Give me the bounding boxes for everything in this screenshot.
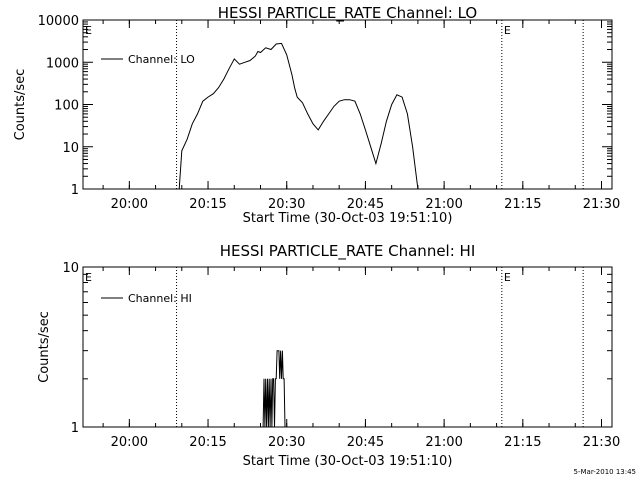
y-tick-label: 10 — [62, 141, 79, 156]
x-tick-label: 20:00 — [111, 435, 148, 450]
series-line-lo — [178, 42, 439, 190]
plot-timestamp: 5-Mar-2010 13:45 — [574, 468, 636, 476]
y-axis-label: Counts/sec — [13, 69, 28, 141]
marker-label: E — [85, 24, 92, 37]
x-axis-label: Start Time (30-Oct-03 19:51:10) — [243, 454, 453, 469]
x-tick-label: 21:15 — [504, 197, 541, 212]
x-tick-label: 20:45 — [347, 435, 384, 450]
marker-label: E — [504, 24, 511, 37]
y-tick-label: 1 — [71, 183, 79, 198]
x-axis-label: Start Time (30-Oct-03 19:51:10) — [243, 211, 453, 226]
legend-label: Channel: LO — [128, 53, 195, 66]
x-tick-label: 20:45 — [347, 197, 384, 212]
plot-frame — [82, 266, 613, 428]
chart-title: HESSI PARTICLE_RATE Channel: HI — [220, 242, 476, 261]
marker-label: E — [85, 271, 92, 284]
x-tick-label: 20:15 — [189, 197, 226, 212]
marker-label: E — [504, 271, 511, 284]
x-tick-label: 21:15 — [504, 435, 541, 450]
x-tick-label: 21:00 — [425, 197, 462, 212]
y-tick-label: 10000 — [38, 14, 79, 29]
y-tick-label: 1 — [71, 421, 79, 436]
x-tick-label: 21:30 — [583, 197, 620, 212]
y-tick-label: 10 — [62, 261, 79, 276]
x-tick-label: 21:30 — [583, 435, 620, 450]
series-line-hi — [262, 350, 287, 428]
chart-title: HESSI PARTICLE_RATE Channel: LO — [218, 4, 477, 23]
chart-panel-1: HESSI PARTICLE_RATE Channel: LO 20:00 20:1… — [13, 4, 620, 226]
chart-panel-2: HESSI PARTICLE_RATE Channel: HI 20:00 20:1… — [37, 242, 620, 469]
x-tick-label: 20:15 — [189, 435, 226, 450]
legend-label: Channel: HI — [128, 292, 192, 305]
y-axis-label: Counts/sec — [37, 311, 52, 383]
y-tick-label: 100 — [54, 99, 79, 114]
x-tick-label: 20:30 — [268, 197, 305, 212]
x-tick-label: 21:00 — [425, 435, 462, 450]
plot-frame — [82, 19, 613, 190]
x-tick-label: 20:30 — [268, 435, 305, 450]
y-tick-label: 1000 — [46, 56, 79, 71]
x-tick-label: 20:00 — [111, 197, 148, 212]
